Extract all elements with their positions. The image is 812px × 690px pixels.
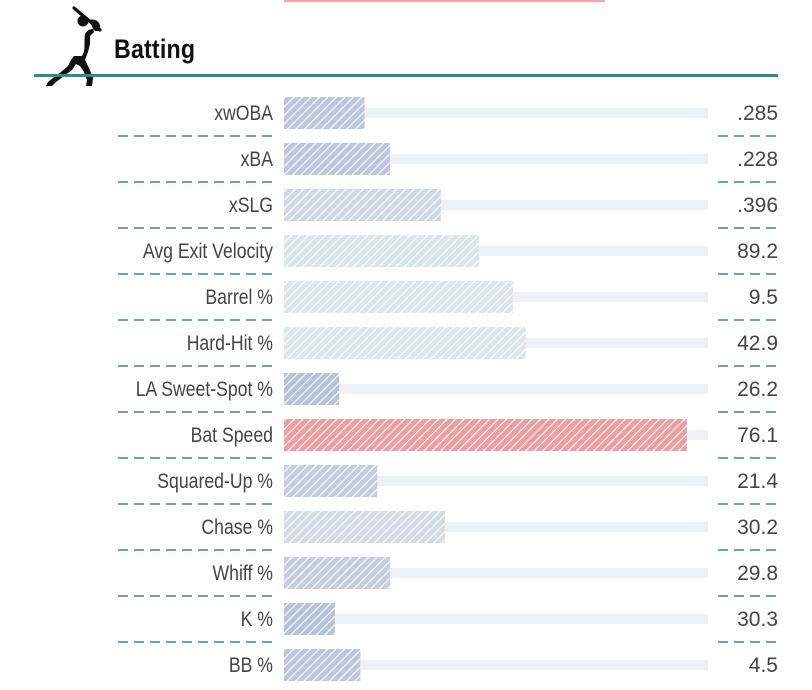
metric-label: LA Sweet-Spot % bbox=[136, 378, 273, 401]
bar-track bbox=[284, 108, 708, 118]
bar-track bbox=[284, 568, 708, 578]
metric-label: xBA bbox=[241, 148, 273, 171]
bar-track bbox=[284, 200, 708, 210]
header-rule bbox=[34, 74, 778, 77]
metric-value: 30.2 bbox=[737, 516, 778, 539]
percentile-bar bbox=[284, 327, 526, 359]
bar-track bbox=[284, 476, 708, 486]
metric-row: K % 30.3 bbox=[118, 603, 778, 643]
metric-value: .285 bbox=[737, 102, 778, 125]
metric-row: Squared-Up % 21.4 bbox=[118, 465, 778, 505]
baseball-batter-icon bbox=[46, 6, 102, 86]
metric-value: 42.9 bbox=[737, 332, 778, 355]
top-divider-stub bbox=[284, 0, 605, 2]
metric-label: xwOBA bbox=[214, 102, 273, 125]
percentile-bar bbox=[284, 189, 441, 221]
metric-label: Whiff % bbox=[213, 562, 274, 585]
metric-label: Bat Speed bbox=[191, 424, 273, 447]
percentile-bar bbox=[284, 419, 687, 451]
metric-row: xSLG .396 bbox=[118, 189, 778, 229]
metric-row: Barrel % 9.5 bbox=[118, 281, 778, 321]
metric-value: 29.8 bbox=[737, 562, 778, 585]
metric-value: 21.4 bbox=[737, 470, 778, 493]
percentile-bar bbox=[284, 235, 480, 267]
percentile-bar bbox=[284, 373, 340, 405]
percentile-bar bbox=[284, 511, 446, 543]
metric-value: 30.3 bbox=[737, 608, 778, 631]
percentile-bar bbox=[284, 281, 513, 313]
bar-track bbox=[284, 384, 708, 394]
metric-label: Chase % bbox=[201, 516, 273, 539]
percentile-bar bbox=[284, 143, 390, 175]
metric-row: LA Sweet-Spot % 26.2 bbox=[118, 373, 778, 413]
metric-label: BB % bbox=[229, 654, 273, 677]
metric-row: Avg Exit Velocity 89.2 bbox=[118, 235, 778, 275]
bar-track bbox=[284, 246, 708, 256]
percentile-bar bbox=[284, 603, 335, 635]
metric-row: xwOBA .285 bbox=[118, 97, 778, 137]
metric-value: .396 bbox=[737, 194, 778, 217]
metric-row: Whiff % 29.8 bbox=[118, 557, 778, 597]
metric-row: Bat Speed 76.1 bbox=[118, 419, 778, 459]
metric-value: 4.5 bbox=[749, 654, 778, 677]
bar-track bbox=[284, 614, 708, 624]
metric-row: BB % 4.5 bbox=[229, 649, 778, 681]
metric-row: xBA .228 bbox=[118, 143, 778, 183]
percentile-bar bbox=[284, 465, 378, 497]
section-header: Batting bbox=[0, 0, 812, 86]
metric-label: Squared-Up % bbox=[157, 470, 273, 493]
metric-label: K % bbox=[241, 608, 273, 631]
metric-row: Chase % 30.2 bbox=[118, 511, 778, 551]
metric-label: Hard-Hit % bbox=[187, 332, 273, 355]
metric-label: Barrel % bbox=[205, 286, 273, 309]
metric-value: 89.2 bbox=[737, 240, 778, 263]
bar-track bbox=[284, 660, 708, 670]
percentile-bar bbox=[284, 649, 361, 681]
metric-value: 76.1 bbox=[737, 424, 778, 447]
metric-row: Hard-Hit % 42.9 bbox=[118, 327, 778, 367]
percentile-bar bbox=[284, 557, 390, 589]
bar-track bbox=[284, 522, 708, 532]
metric-value: 9.5 bbox=[749, 286, 778, 309]
percentile-bar bbox=[284, 97, 365, 129]
bar-track bbox=[284, 154, 708, 164]
metric-label: Avg Exit Velocity bbox=[143, 240, 274, 263]
section-title: Batting bbox=[114, 34, 196, 64]
metric-label: xSLG bbox=[229, 194, 273, 217]
metric-value: .228 bbox=[737, 148, 778, 171]
metric-value: 26.2 bbox=[737, 378, 778, 401]
